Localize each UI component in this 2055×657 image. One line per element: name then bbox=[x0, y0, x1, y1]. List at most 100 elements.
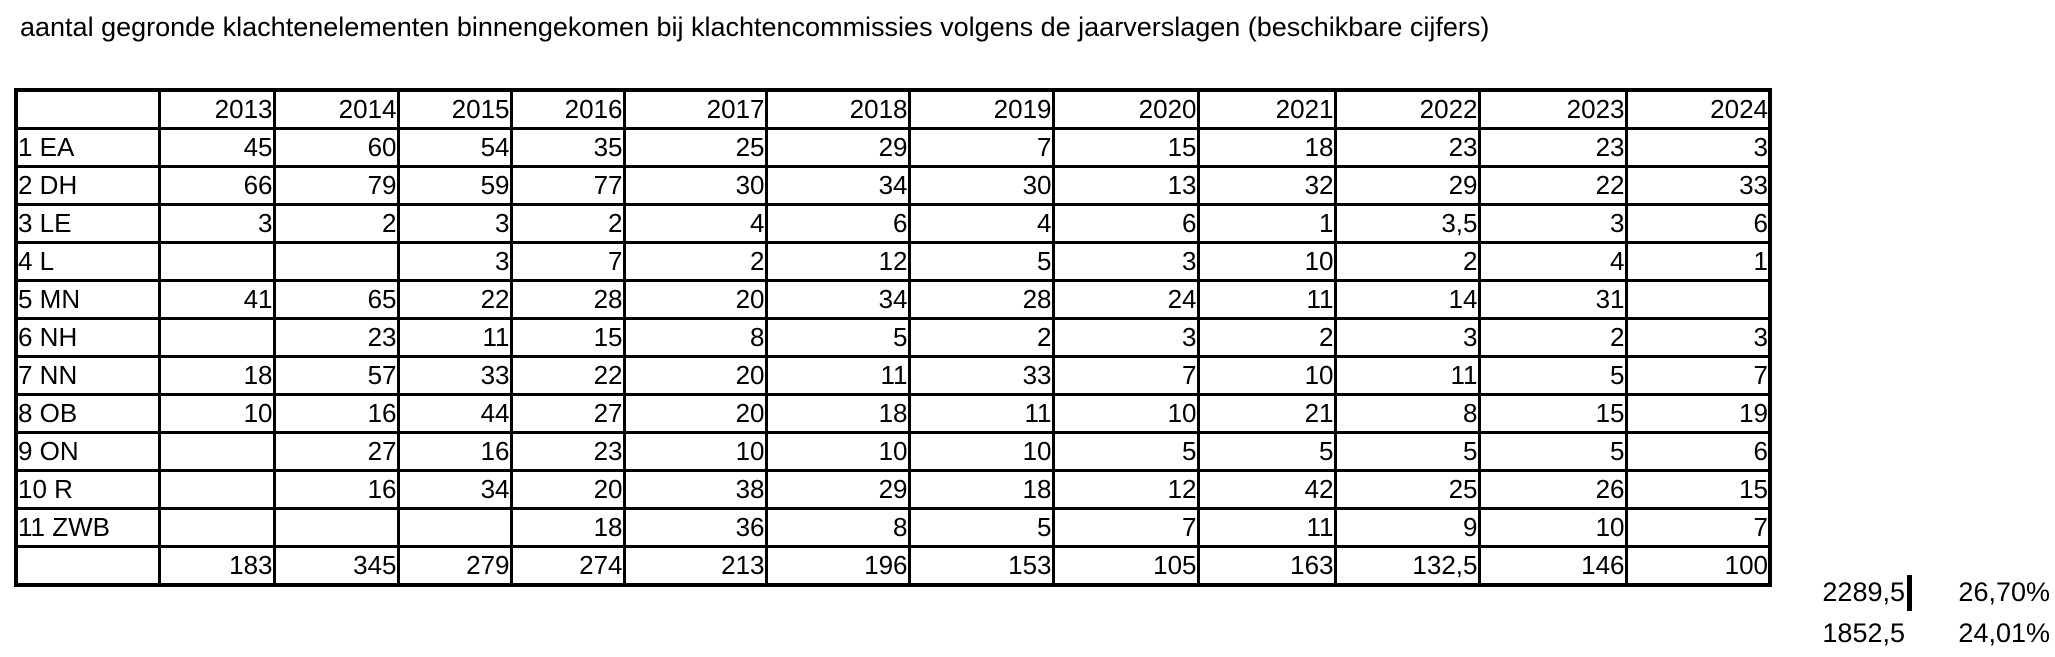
value-cell[interactable]: 3,5 bbox=[1333, 203, 1481, 244]
total-cell[interactable]: 183 bbox=[157, 545, 276, 587]
total-cell[interactable]: 213 bbox=[622, 545, 768, 587]
value-cell[interactable]: 7 bbox=[1051, 507, 1200, 548]
value-cell[interactable]: 4 bbox=[622, 203, 768, 244]
value-cell[interactable]: 19 bbox=[1624, 393, 1772, 434]
value-cell[interactable]: 11 bbox=[764, 355, 911, 396]
value-cell[interactable]: 23 bbox=[1333, 127, 1481, 168]
value-cell[interactable]: 18 bbox=[509, 507, 626, 548]
value-cell[interactable]: 11 bbox=[1196, 507, 1337, 548]
value-cell[interactable]: 29 bbox=[764, 127, 911, 168]
value-cell[interactable]: 79 bbox=[272, 165, 400, 206]
value-cell[interactable]: 59 bbox=[396, 165, 513, 206]
year-header[interactable]: 2015 bbox=[396, 88, 513, 130]
value-cell[interactable]: 54 bbox=[396, 127, 513, 168]
value-cell[interactable]: 3 bbox=[1624, 317, 1772, 358]
value-cell[interactable]: 36 bbox=[622, 507, 768, 548]
value-cell[interactable]: 26 bbox=[1477, 469, 1628, 510]
value-cell[interactable]: 34 bbox=[396, 469, 513, 510]
value-cell[interactable]: 3 bbox=[396, 203, 513, 244]
value-cell[interactable]: 6 bbox=[1051, 203, 1200, 244]
row-label[interactable]: 10 R bbox=[14, 469, 161, 510]
value-cell[interactable]: 1 bbox=[1624, 241, 1772, 282]
value-cell[interactable] bbox=[1624, 279, 1772, 320]
row-label[interactable]: 8 OB bbox=[14, 393, 161, 434]
value-cell[interactable]: 5 bbox=[764, 317, 911, 358]
year-header[interactable]: 2014 bbox=[272, 88, 400, 130]
value-cell[interactable]: 65 bbox=[272, 279, 400, 320]
value-cell[interactable]: 33 bbox=[907, 355, 1055, 396]
year-header[interactable]: 2016 bbox=[509, 88, 626, 130]
year-header[interactable]: 2013 bbox=[157, 88, 276, 130]
value-cell[interactable]: 44 bbox=[396, 393, 513, 434]
year-header[interactable]: 2018 bbox=[764, 88, 911, 130]
value-cell[interactable]: 35 bbox=[509, 127, 626, 168]
value-cell[interactable]: 18 bbox=[157, 355, 276, 396]
value-cell[interactable] bbox=[157, 469, 276, 510]
value-cell[interactable]: 6 bbox=[764, 203, 911, 244]
value-cell[interactable]: 41 bbox=[157, 279, 276, 320]
value-cell[interactable]: 7 bbox=[1624, 355, 1772, 396]
total-cell[interactable]: 163 bbox=[1196, 545, 1337, 587]
value-cell[interactable]: 5 bbox=[907, 241, 1055, 282]
year-header[interactable]: 2021 bbox=[1196, 88, 1337, 130]
value-cell[interactable]: 22 bbox=[1477, 165, 1628, 206]
value-cell[interactable] bbox=[396, 507, 513, 548]
value-cell[interactable]: 28 bbox=[907, 279, 1055, 320]
totals-label-cell[interactable] bbox=[14, 545, 161, 587]
row-label[interactable]: 7 NN bbox=[14, 355, 161, 396]
value-cell[interactable]: 23 bbox=[272, 317, 400, 358]
value-cell[interactable]: 10 bbox=[1196, 241, 1337, 282]
row-label[interactable]: 11 ZWB bbox=[14, 507, 161, 548]
year-header[interactable]: 2024 bbox=[1624, 88, 1772, 130]
value-cell[interactable]: 14 bbox=[1333, 279, 1481, 320]
value-cell[interactable]: 3 bbox=[396, 241, 513, 282]
secondary-total-cell[interactable]: 1852,5 bbox=[1822, 618, 1905, 648]
value-cell[interactable]: 1 bbox=[1196, 203, 1337, 244]
value-cell[interactable]: 5 bbox=[1477, 355, 1628, 396]
value-cell[interactable]: 29 bbox=[1333, 165, 1481, 206]
total-cell[interactable]: 196 bbox=[764, 545, 911, 587]
value-cell[interactable]: 6 bbox=[1624, 203, 1772, 244]
value-cell[interactable]: 18 bbox=[764, 393, 911, 434]
value-cell[interactable]: 2 bbox=[1196, 317, 1337, 358]
value-cell[interactable]: 33 bbox=[1624, 165, 1772, 206]
value-cell[interactable]: 11 bbox=[1333, 355, 1481, 396]
value-cell[interactable]: 12 bbox=[764, 241, 911, 282]
value-cell[interactable]: 2 bbox=[907, 317, 1055, 358]
value-cell[interactable]: 28 bbox=[509, 279, 626, 320]
total-cell[interactable]: 105 bbox=[1051, 545, 1200, 587]
value-cell[interactable]: 3 bbox=[1333, 317, 1481, 358]
value-cell[interactable]: 10 bbox=[907, 431, 1055, 472]
value-cell[interactable]: 5 bbox=[1051, 431, 1200, 472]
value-cell[interactable]: 8 bbox=[622, 317, 768, 358]
value-cell[interactable] bbox=[157, 241, 276, 282]
value-cell[interactable]: 7 bbox=[1051, 355, 1200, 396]
value-cell[interactable]: 60 bbox=[272, 127, 400, 168]
value-cell[interactable]: 2 bbox=[509, 203, 626, 244]
value-cell[interactable]: 3 bbox=[1624, 127, 1772, 168]
value-cell[interactable]: 5 bbox=[1196, 431, 1337, 472]
value-cell[interactable]: 25 bbox=[1333, 469, 1481, 510]
value-cell[interactable] bbox=[272, 241, 400, 282]
value-cell[interactable]: 15 bbox=[1477, 393, 1628, 434]
value-cell[interactable]: 3 bbox=[1051, 241, 1200, 282]
value-cell[interactable]: 3 bbox=[157, 203, 276, 244]
value-cell[interactable]: 16 bbox=[272, 469, 400, 510]
value-cell[interactable]: 24 bbox=[1051, 279, 1200, 320]
year-header[interactable]: 2022 bbox=[1333, 88, 1481, 130]
value-cell[interactable]: 66 bbox=[157, 165, 276, 206]
value-cell[interactable]: 5 bbox=[1477, 431, 1628, 472]
value-cell[interactable]: 45 bbox=[157, 127, 276, 168]
value-cell[interactable]: 2 bbox=[1477, 317, 1628, 358]
value-cell[interactable]: 10 bbox=[622, 431, 768, 472]
value-cell[interactable]: 16 bbox=[396, 431, 513, 472]
value-cell[interactable]: 34 bbox=[764, 165, 911, 206]
value-cell[interactable]: 2 bbox=[272, 203, 400, 244]
value-cell[interactable]: 3 bbox=[1051, 317, 1200, 358]
year-header[interactable]: 2019 bbox=[907, 88, 1055, 130]
value-cell[interactable]: 5 bbox=[1333, 431, 1481, 472]
value-cell[interactable]: 77 bbox=[509, 165, 626, 206]
value-cell[interactable]: 23 bbox=[509, 431, 626, 472]
row-label[interactable]: 1 EA bbox=[14, 127, 161, 168]
value-cell[interactable]: 13 bbox=[1051, 165, 1200, 206]
